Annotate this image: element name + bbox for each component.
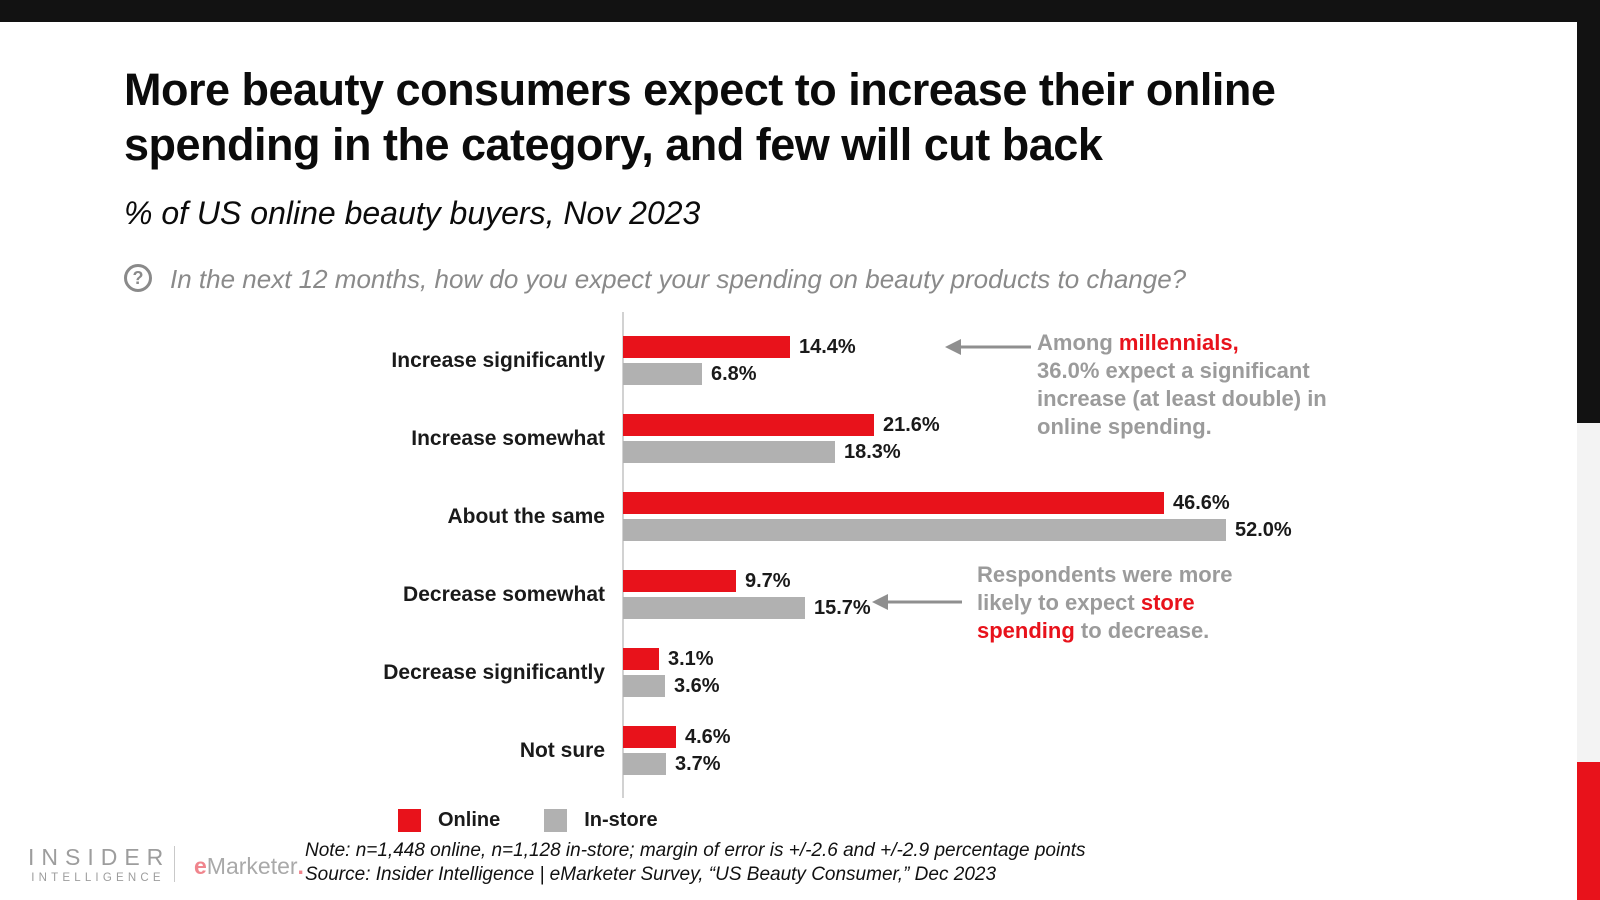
bar-instore <box>623 519 1226 541</box>
category-label: About the same <box>447 505 605 528</box>
top-bar <box>0 0 1600 22</box>
survey-question: In the next 12 months, how do you expect… <box>170 264 1187 294</box>
chart-axis <box>622 312 624 798</box>
value-label-online: 21.6% <box>883 414 940 436</box>
bar-instore <box>623 363 702 385</box>
category-label: Not sure <box>519 739 605 762</box>
value-label-instore: 3.6% <box>674 675 720 697</box>
accent-strip-red <box>1577 762 1600 900</box>
value-label-instore: 18.3% <box>844 441 901 463</box>
bar-online <box>623 492 1164 514</box>
annotation-millennials: Among millennials, 36.0% expect a signif… <box>1037 330 1327 439</box>
question-mark-icon: ? <box>124 264 152 292</box>
left-arrow-icon <box>945 339 1031 355</box>
category-label: Increase somewhat <box>411 427 605 450</box>
insider-logo-line2: INTELLIGENCE <box>31 872 165 884</box>
page-title: More beauty consumers expect to increase… <box>124 64 1276 170</box>
bar-instore <box>623 597 805 619</box>
value-label-instore: 15.7% <box>814 597 871 619</box>
legend: Online In-store <box>398 808 658 832</box>
bar-online <box>623 414 874 436</box>
value-label-online: 4.6% <box>685 726 731 748</box>
category-label: Decrease somewhat <box>403 583 605 606</box>
value-label-online: 46.6% <box>1173 492 1230 514</box>
value-label-online: 14.4% <box>799 336 856 358</box>
annotation-store-spending: Respondents were more likely to expect s… <box>977 562 1233 643</box>
bar-online <box>623 726 676 748</box>
value-label-online: 3.1% <box>668 648 714 670</box>
insider-logo-line1: INSIDER <box>28 844 171 870</box>
chart-source: Source: Insider Intelligence | eMarketer… <box>305 864 997 885</box>
bar-online <box>623 570 736 592</box>
logo-divider <box>174 846 175 882</box>
legend-label-instore: In-store <box>584 808 658 831</box>
value-label-instore: 3.7% <box>675 753 721 775</box>
accent-strip-gray <box>1577 423 1600 762</box>
legend-swatch-online <box>398 808 421 832</box>
legend-label-online: Online <box>438 808 501 831</box>
left-arrow-icon <box>872 594 962 610</box>
page-subtitle: % of US online beauty buyers, Nov 2023 <box>124 195 701 231</box>
value-label-online: 9.7% <box>745 570 791 592</box>
bar-online <box>623 336 790 358</box>
value-label-instore: 6.8% <box>711 363 757 385</box>
value-label-instore: 52.0% <box>1235 519 1292 541</box>
bar-instore <box>623 441 835 463</box>
bar-online <box>623 648 659 670</box>
emarketer-logo: eMarketer. <box>194 853 304 879</box>
chart-note: Note: n=1,448 online, n=1,128 in-store; … <box>305 840 1086 861</box>
bar-instore <box>623 753 666 775</box>
accent-strip-black <box>1577 0 1600 423</box>
category-label: Decrease significantly <box>383 661 605 684</box>
legend-swatch-instore <box>544 808 568 832</box>
bar-instore <box>623 675 665 697</box>
insider-intelligence-logo: INSIDER INTELLIGENCE <box>28 845 168 885</box>
category-label: Increase significantly <box>391 349 605 372</box>
